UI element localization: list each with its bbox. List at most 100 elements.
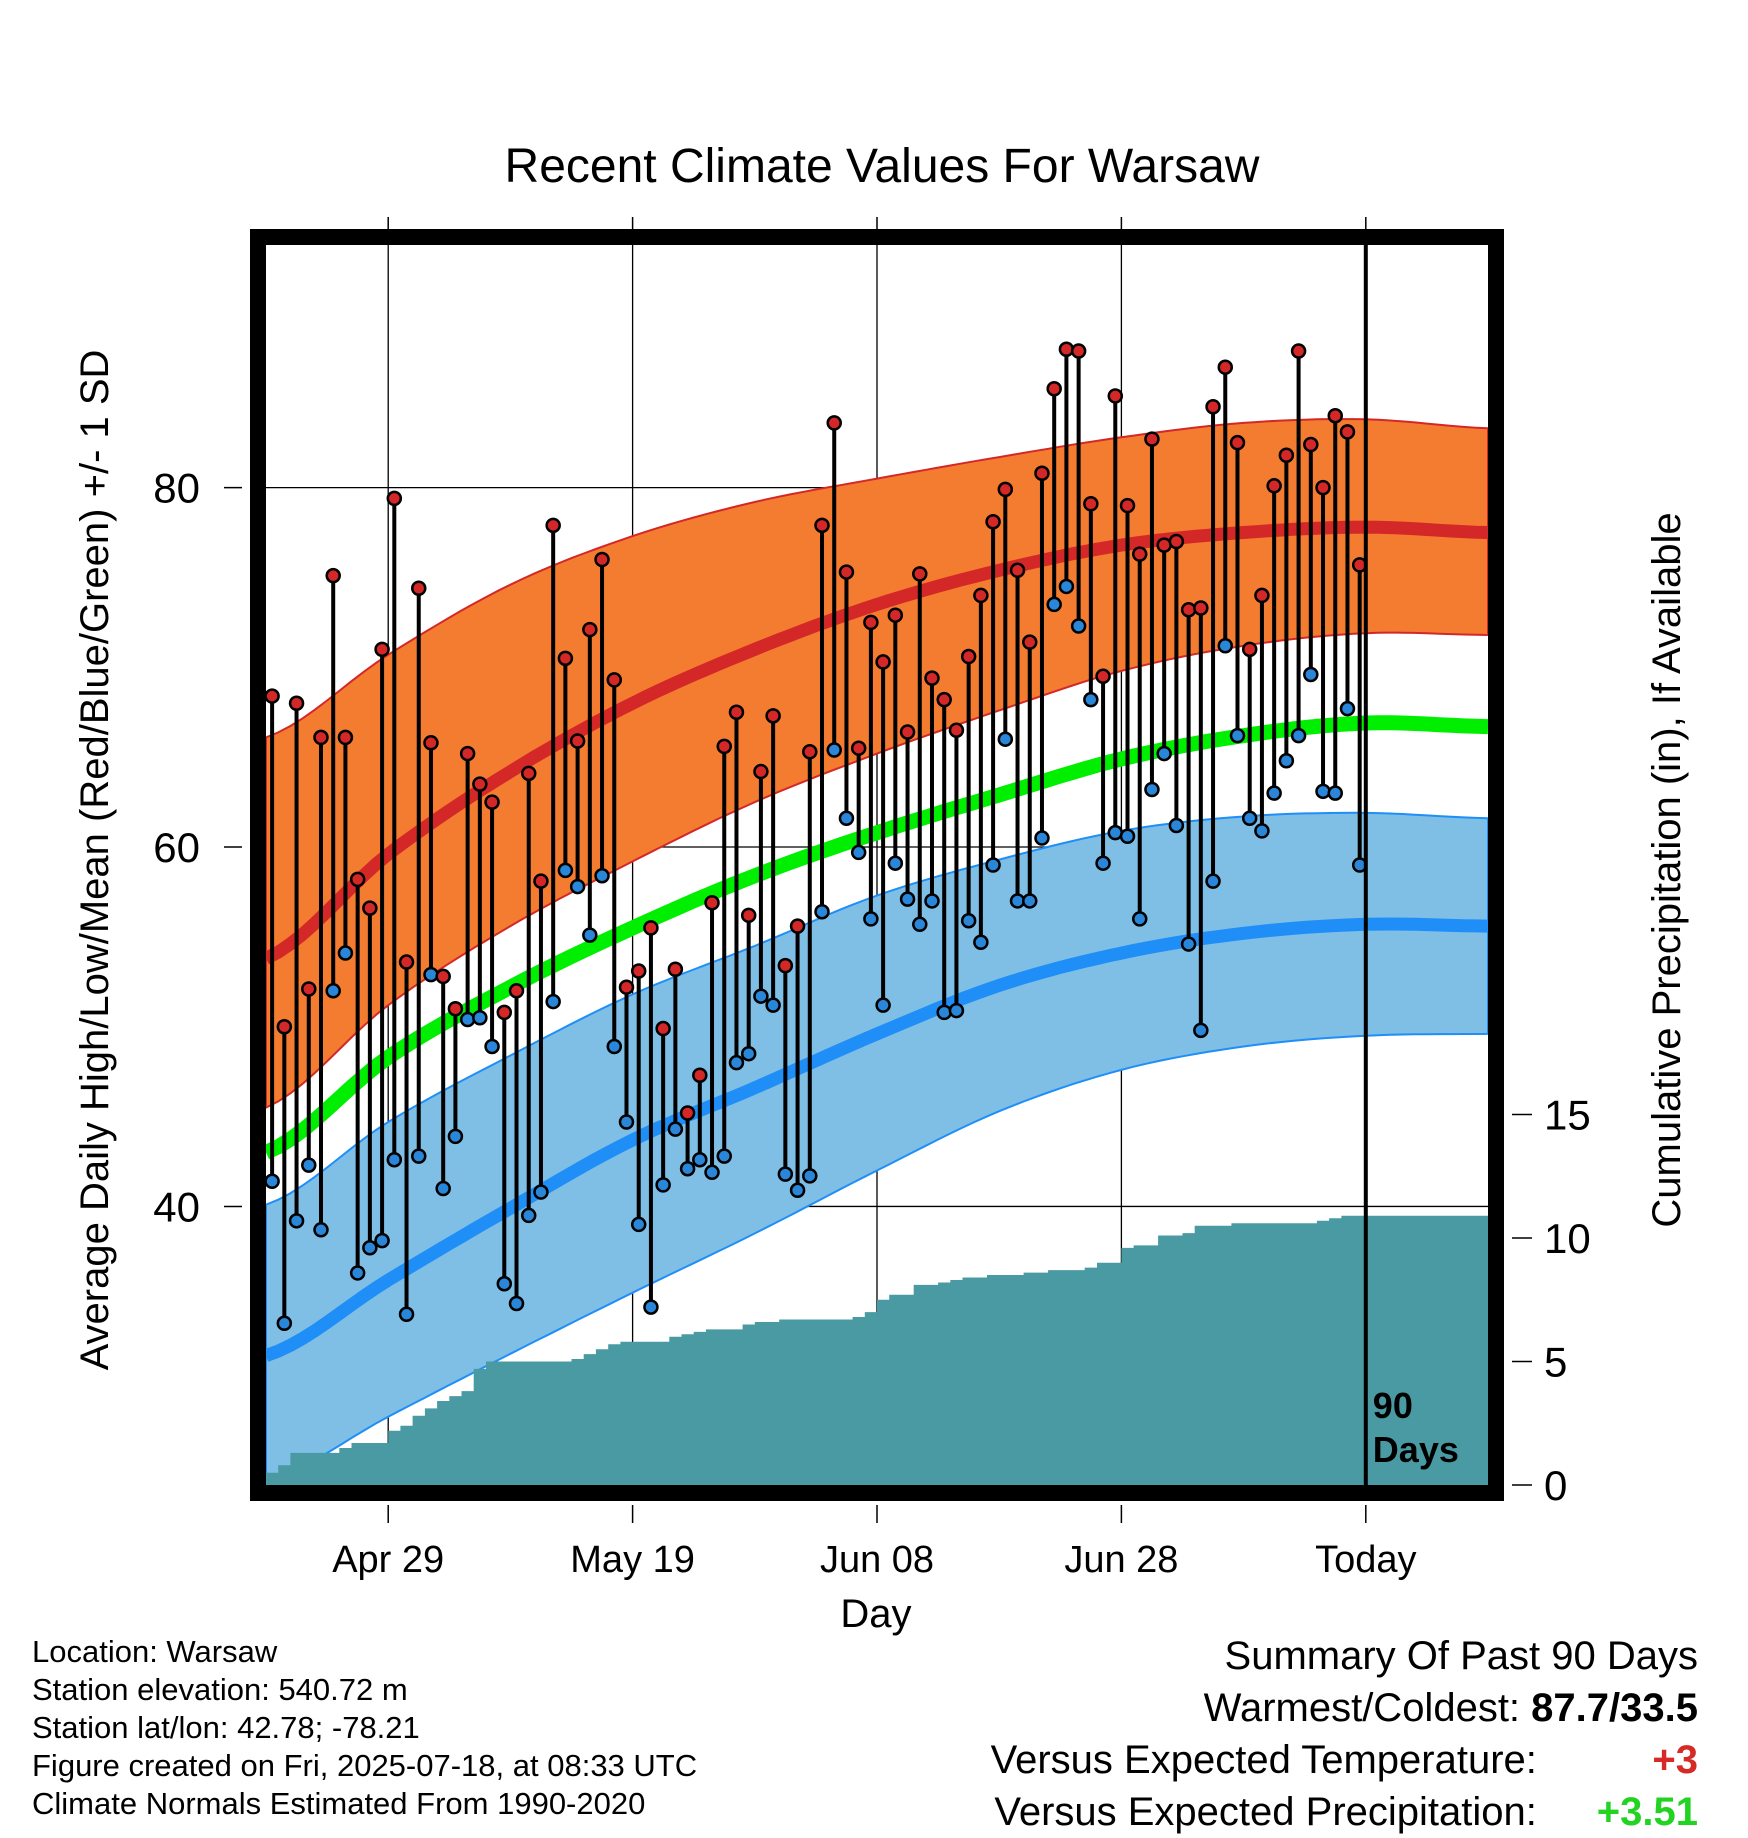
- low-point: [435, 1180, 451, 1197]
- high-point: [814, 517, 830, 534]
- y2-tick-label: 5: [1544, 1339, 1567, 1386]
- low-point: [484, 1038, 500, 1055]
- high-point: [1168, 533, 1185, 550]
- high-point: [266, 688, 280, 704]
- high-point: [1241, 641, 1258, 658]
- y-tick-label: 80: [153, 465, 200, 512]
- x-tick-label: May 19: [570, 1539, 695, 1581]
- low-mean-line: [266, 917, 1488, 1362]
- warmest-coldest-label: Warmest/Coldest:: [1203, 1686, 1521, 1730]
- low-point: [1022, 893, 1038, 909]
- y2-axis-label: Cumulative Precipitation (in), If Availa…: [1645, 512, 1689, 1227]
- high-point: [276, 1018, 293, 1035]
- high-point: [1144, 431, 1160, 447]
- low-point: [887, 855, 904, 871]
- low-point: [557, 862, 574, 879]
- high-point: [606, 672, 623, 688]
- high-point: [1315, 479, 1331, 496]
- info-location: Location: Warsaw: [32, 1634, 278, 1669]
- axes-layer: 40 60 80 0 5 10 15 Apr 29 May 19 Jun 08 Jun 28 Toda…: [153, 217, 1591, 1581]
- low-point: [740, 1045, 757, 1062]
- high-point: [459, 745, 476, 762]
- high-point: [887, 607, 904, 623]
- info-created: Figure created on Fri, 2025-07-18, at 08…: [32, 1748, 698, 1783]
- low-point: [1229, 727, 1246, 744]
- high-point: [557, 650, 574, 667]
- high-point: [704, 894, 720, 911]
- high-point: [533, 873, 549, 889]
- daily-range-sticks: [266, 341, 1368, 1332]
- high-point: [484, 794, 500, 810]
- plot-frame: [250, 229, 1504, 1501]
- low-point: [777, 1166, 794, 1182]
- y-axis-label: Average Daily High/Low/Mean (Red/Blue/Gr…: [73, 350, 117, 1371]
- high-point: [1046, 381, 1062, 397]
- low-point: [997, 731, 1014, 747]
- low-point: [386, 1151, 403, 1168]
- high-point: [1119, 497, 1136, 514]
- high-point: [337, 729, 354, 746]
- high-point: [973, 587, 989, 604]
- low-point: [1278, 753, 1295, 769]
- low-point: [838, 810, 855, 827]
- high-point: [728, 704, 745, 720]
- low-point: [1180, 936, 1197, 952]
- high-point: [1095, 668, 1111, 685]
- high-point: [301, 981, 317, 997]
- low-point: [508, 1295, 525, 1312]
- low-point: [1303, 666, 1319, 683]
- x-tick-label: Jun 08: [820, 1539, 934, 1581]
- high-point: [753, 763, 769, 780]
- x-tick-label: Today: [1315, 1539, 1416, 1581]
- low-point: [1058, 578, 1075, 595]
- low-point: [349, 1265, 366, 1281]
- info-normals: Climate Normals Estimated From 1990-2020: [32, 1786, 646, 1821]
- low-point: [630, 1216, 647, 1233]
- low-point: [912, 916, 928, 933]
- high-point: [960, 648, 977, 665]
- low-point: [423, 966, 439, 983]
- x-axis-label: Day: [840, 1592, 911, 1636]
- high-point: [789, 918, 806, 934]
- summary-warmest-coldest: Warmest/Coldest: 87.7/33.5: [991, 1682, 1698, 1734]
- high-point: [985, 514, 1001, 530]
- high-point: [594, 551, 610, 568]
- low-point: [411, 1148, 427, 1164]
- high-point: [667, 961, 684, 977]
- summary-temp: Versus Expected Temperature: +3: [991, 1734, 1698, 1786]
- low-point: [325, 983, 341, 999]
- low-point: [1241, 810, 1258, 827]
- high-point: [288, 695, 305, 712]
- high-point: [1009, 562, 1026, 579]
- high-point: [398, 954, 415, 970]
- low-point: [960, 912, 977, 929]
- low-point: [1168, 817, 1185, 834]
- high-point: [1217, 359, 1234, 375]
- low-point: [802, 1168, 818, 1184]
- precip-area: [266, 1215, 1488, 1485]
- low-point: [789, 1182, 806, 1199]
- low-point: [447, 1128, 464, 1145]
- low-point: [850, 844, 867, 861]
- low-point: [266, 1173, 280, 1190]
- low-point: [948, 1002, 965, 1019]
- high-point: [740, 907, 757, 924]
- high-point: [313, 729, 329, 746]
- high-point: [569, 733, 586, 749]
- low-point: [1046, 596, 1062, 613]
- low-point: [398, 1306, 415, 1323]
- high-point: [349, 871, 366, 888]
- summary-panel: Summary Of Past 90 Days Warmest/Coldest:…: [991, 1630, 1698, 1838]
- high-point: [765, 708, 781, 724]
- info-elevation: Station elevation: 540.72 m: [32, 1672, 408, 1707]
- low-point: [863, 911, 879, 927]
- high-point: [679, 1105, 696, 1121]
- high-point: [447, 1001, 464, 1017]
- y-tick-label: 40: [153, 1183, 200, 1230]
- temp-value: +3: [1652, 1738, 1698, 1782]
- today-days-label: Days: [1373, 1429, 1459, 1470]
- high-point: [1070, 343, 1087, 359]
- low-point: [1156, 745, 1172, 762]
- summary-title: Summary Of Past 90 Days: [1224, 1634, 1698, 1678]
- high-point: [1290, 343, 1307, 359]
